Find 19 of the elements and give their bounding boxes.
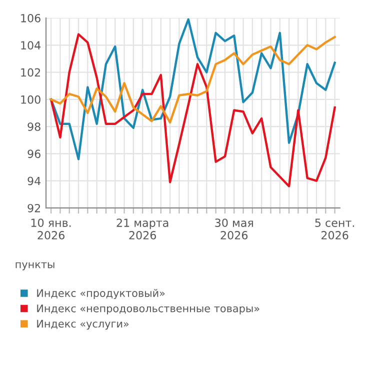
line-series bbox=[50, 33, 336, 188]
x-tick-label: 5 сент. 2026 bbox=[315, 218, 354, 240]
y-tick-label: 94 bbox=[28, 176, 41, 186]
y-tick-label: 102 bbox=[21, 68, 40, 77]
y-tick-label: 92 bbox=[28, 204, 40, 212]
y-tick-label: 106 bbox=[21, 14, 40, 22]
text: пункты bbox=[16, 262, 54, 270]
legend-label: Индекс «непродовольственные товары» bbox=[37, 304, 260, 314]
legend-label: Индекс «услуги» bbox=[37, 320, 129, 330]
y-tick-label: 96 bbox=[28, 150, 40, 158]
legend-label: Индекс «продуктовый» bbox=[37, 289, 165, 300]
y-tick-label: 104 bbox=[21, 41, 41, 50]
x-tick-label: 21 марта 2026 bbox=[116, 218, 168, 240]
y-tick-label: 98 bbox=[28, 122, 40, 131]
x-tick-label: 30 мая 2026 bbox=[215, 218, 253, 240]
line-series bbox=[50, 18, 336, 160]
y-tick-label: 100 bbox=[21, 95, 40, 104]
line-series bbox=[50, 36, 336, 124]
x-tick-label: 10 янв. 2026 bbox=[31, 218, 71, 240]
